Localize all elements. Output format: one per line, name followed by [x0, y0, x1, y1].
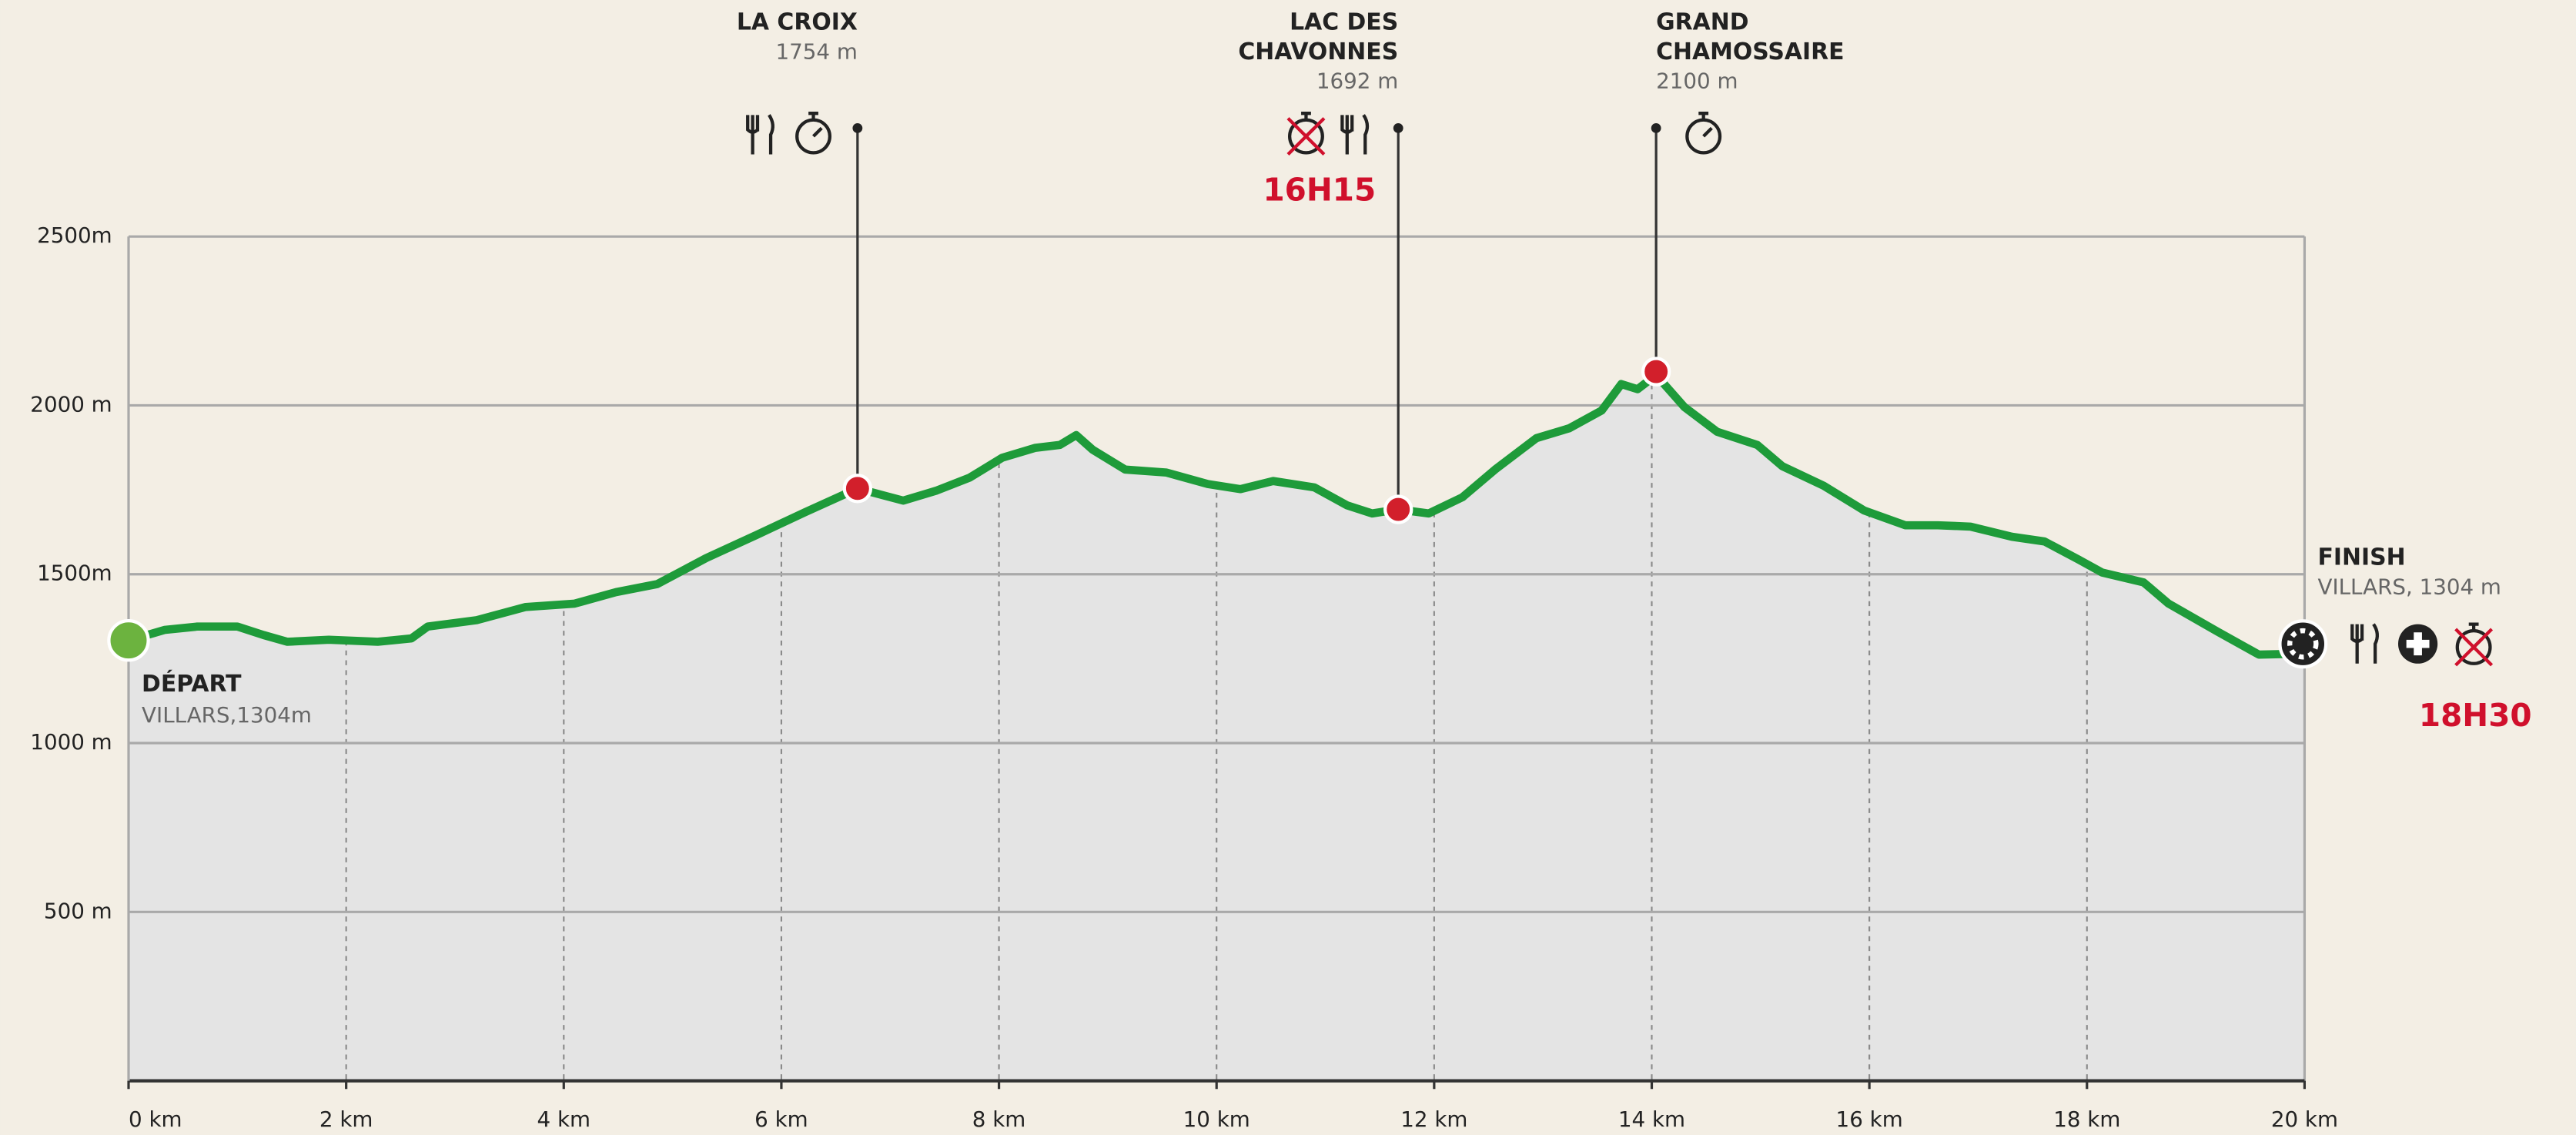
x-tick-label: 12 km [1400, 1107, 1467, 1132]
waypoint-top [852, 122, 863, 133]
start-dot [107, 618, 150, 662]
x-tick-label: 18 km [2053, 1107, 2120, 1132]
x-tick-label: 4 km [537, 1107, 591, 1132]
waypoint-name: CHAMOSSAIRE [1656, 39, 1844, 65]
food-icon [1340, 114, 1370, 155]
waypoint-name: LA CROIX [737, 8, 858, 35]
start-title: DÉPART [142, 670, 242, 698]
waypoint-dot [1641, 357, 1671, 387]
waypoint-name: LAC DES [1290, 8, 1398, 35]
waypoint-name: CHAVONNES [1238, 39, 1398, 65]
y-tick-label: 2500m [37, 223, 112, 248]
timer-icon [1685, 112, 1722, 155]
x-tick-label: 2 km [319, 1107, 373, 1132]
finish-title: FINISH [2317, 544, 2405, 571]
area-fill [129, 374, 2305, 1081]
food-icon [746, 114, 774, 155]
waypoint-top [1651, 122, 1661, 133]
waypoint-elevation: 2100 m [1656, 69, 1738, 94]
cutoff-time: 18H30 [2419, 697, 2532, 734]
cutoff-icon [1286, 112, 1326, 156]
y-tick-label: 1000 m [30, 729, 112, 755]
food-icon [2350, 623, 2379, 664]
x-tick-label: 6 km [754, 1107, 808, 1132]
finish-icon [2278, 619, 2328, 669]
x-tick-label: 10 km [1183, 1107, 1250, 1132]
plot: 500 m 1000 m 1500m 2000 m 2500m 0 km 2 km 4 km 6… [30, 8, 2531, 1131]
waypoint-dot [1383, 494, 1413, 524]
x-tick-label: 14 km [1618, 1107, 1685, 1132]
waypoint-elevation: 1692 m [1316, 69, 1398, 94]
x-tick-label: 16 km [1836, 1107, 1903, 1132]
waypoint-elevation: 1754 m [775, 39, 857, 64]
first-aid-icon [2398, 624, 2438, 664]
waypoint-name: GRAND [1656, 8, 1748, 35]
icons [746, 112, 2494, 669]
waypoint-dot [842, 474, 873, 504]
timer-icon [795, 112, 831, 155]
elevation-line [124, 370, 2309, 659]
cutoff-time: 16H15 [1263, 172, 1376, 209]
finish-subtitle: VILLARS, 1304 m [2317, 574, 2501, 599]
x-tick-label: 0 km [129, 1107, 182, 1132]
cutoff-icon [2454, 622, 2494, 667]
y-tick-label: 1500m [37, 561, 112, 586]
x-tick-label: 8 km [972, 1107, 1026, 1132]
x-tick-label: 20 km [2271, 1107, 2338, 1132]
y-tick-label: 500 m [44, 898, 112, 923]
start-subtitle: VILLARS,1304m [142, 702, 312, 728]
y-tick-label: 2000 m [30, 391, 112, 417]
waypoint-top [1393, 122, 1403, 133]
